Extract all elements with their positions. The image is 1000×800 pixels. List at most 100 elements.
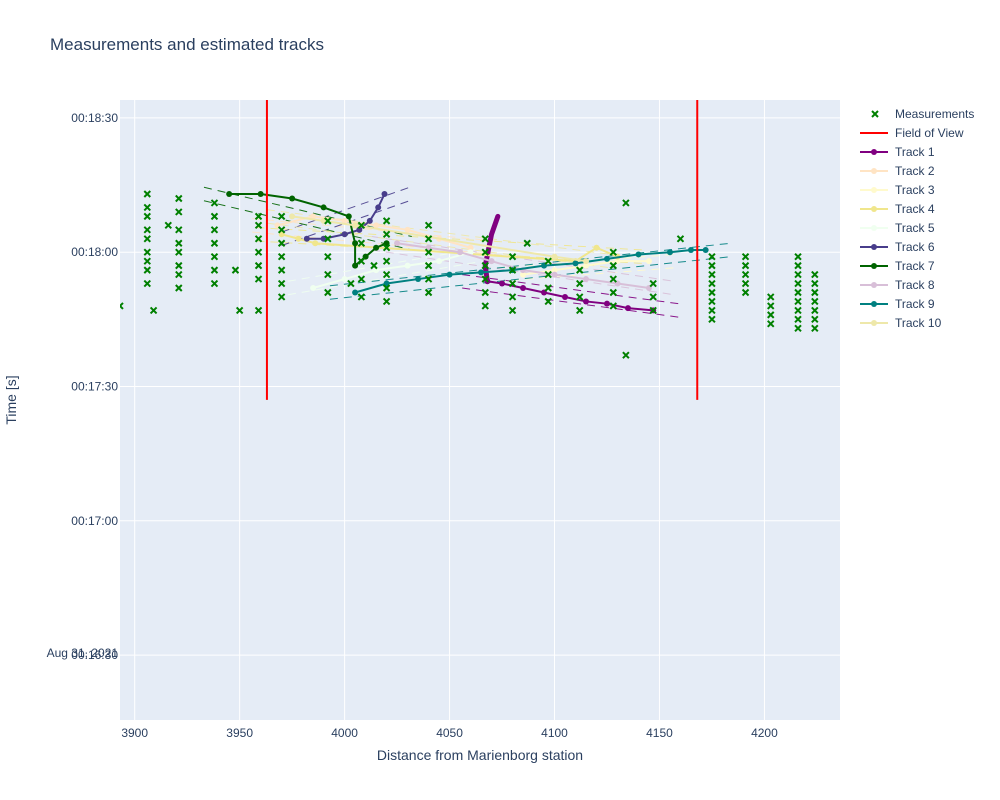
legend-item[interactable]: Track 5 [860,221,935,235]
track-point [404,226,411,233]
legend-item[interactable]: Track 8 [860,278,935,292]
track-point [488,258,495,265]
legend-item[interactable]: Track 4 [860,202,935,216]
track-point [572,260,579,267]
legend-label: Track 4 [895,202,935,216]
track-point [320,204,327,211]
legend-marker [871,225,877,231]
legend-item[interactable]: Measurements [871,107,974,121]
track-point [312,240,319,247]
track-point [352,289,359,296]
chart-title: Measurements and estimated tracks [50,35,324,54]
track-5 [310,249,474,292]
track-point [583,258,590,265]
field-of-view-lines [265,100,699,400]
y-axis-title: Time [s] [3,375,19,424]
prediction-dash [329,256,731,300]
track-point [310,285,317,292]
x-axis-title: Distance from Marienborg station [377,747,583,763]
track-point [383,280,390,287]
track-point [457,249,464,256]
x-tick-label: 4050 [436,726,463,740]
legend-marker [871,149,877,155]
y-tick-label: 00:18:30 [71,111,118,125]
track-point [404,262,411,269]
x-tick-label: 4150 [646,726,673,740]
y-tick-labels: 00:16:30 00:17:00 00:17:30 00:18:00 00:18:30 [71,111,118,662]
track-point [583,276,590,283]
y-tick-label: 00:17:00 [71,514,118,528]
prediction-dash [203,200,412,251]
track-point [381,191,388,198]
gridlines [120,100,840,720]
legend-marker [871,282,877,288]
track-point [373,244,380,251]
track-point [303,235,310,242]
legend[interactable]: Measurements Field of View Track 1 Track 2 T… [860,107,974,330]
track-point [645,258,652,265]
track-point [373,267,380,274]
track-point [394,240,401,247]
track-10 [289,213,590,265]
legend-item[interactable]: Track 1 [860,145,935,159]
track-1 [482,213,657,314]
prediction-dash [287,258,496,296]
track-point [373,222,380,229]
prediction-dash [203,186,412,238]
legend-label: Track 5 [895,221,935,235]
legend-label: Track 9 [895,297,935,311]
x-tick-labels: 3900 3950 4000 4050 4100 4150 4200 [121,726,778,740]
prediction-dash [497,267,675,282]
legend-item[interactable]: Track 3 [860,183,935,197]
legend-item[interactable]: Track 9 [860,297,935,311]
track-6 [303,191,388,242]
track-point [551,267,558,274]
legend-label: Track 3 [895,183,935,197]
legend-item[interactable]: Track 2 [860,164,935,178]
track-point [341,276,348,283]
tracks [226,191,709,314]
legend-marker [871,263,877,269]
legend-label: Track 10 [895,316,942,330]
track-point [603,300,610,307]
track-point [467,249,474,256]
track-point [341,217,348,224]
legend-item[interactable]: Track 6 [860,240,935,254]
x-tick-label: 3900 [121,726,148,740]
prediction-dash [371,249,675,296]
track-point [551,253,558,260]
track-point [478,269,485,276]
x-tick-label: 4200 [751,726,778,740]
legend-label: Measurements [895,107,974,121]
y-tick-label: 00:16:30 [71,648,118,662]
track-point [310,213,317,220]
y-tick-label: 00:18:00 [71,245,118,259]
track-point [624,305,631,312]
legend-marker [871,320,877,326]
track-point [520,285,527,292]
prediction-dash [252,218,496,242]
legend-label: Track 8 [895,278,935,292]
track-point [583,298,590,305]
legend-label: Track 6 [895,240,935,254]
track-point [551,271,558,278]
track-point [593,244,600,251]
track-point [583,262,590,269]
track-point [356,226,363,233]
track-point [562,293,569,300]
track-point [520,271,527,278]
legend-item[interactable]: Track 7 [860,259,935,273]
prediction-dash [256,227,643,251]
track-point [425,244,432,251]
track-point [289,195,296,202]
legend-item[interactable]: Track 10 [860,316,942,330]
track-point [226,191,233,198]
track-line [312,251,471,289]
track-3 [520,258,652,278]
legend-marker [871,187,877,193]
legend-item[interactable]: Field of View [860,126,964,140]
x-tick-label: 4000 [331,726,358,740]
track-point [687,246,694,253]
y-tick-label: 00:17:30 [71,379,118,393]
track-line [229,193,387,268]
